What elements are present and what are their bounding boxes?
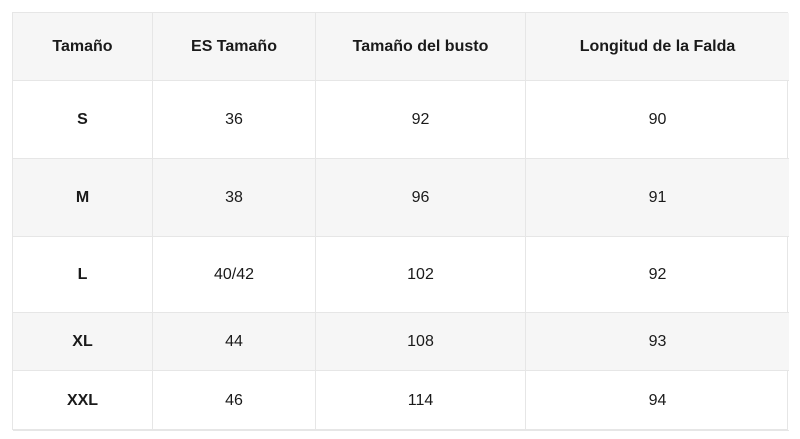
table-cell: 96	[316, 159, 526, 237]
size-table: Tamaño ES Tamaño Tamaño del busto Longitud …	[12, 12, 789, 431]
size-label: XXL	[13, 371, 153, 431]
table-cell: 46	[153, 371, 316, 431]
table-cell: 91	[526, 159, 789, 237]
table-cell: 92	[316, 81, 526, 159]
table-cell: 114	[316, 371, 526, 431]
size-label: M	[13, 159, 153, 237]
table-cell: 108	[316, 313, 526, 371]
size-label: XL	[13, 313, 153, 371]
header-cell: Longitud de la Falda	[526, 13, 789, 81]
table-cell: 36	[153, 81, 316, 159]
header-cell: Tamaño	[13, 13, 153, 81]
table-cell: 90	[526, 81, 789, 159]
header-cell: ES Tamaño	[153, 13, 316, 81]
size-label: L	[13, 237, 153, 313]
table-cell: 38	[153, 159, 316, 237]
table-cell: 92	[526, 237, 789, 313]
table-cell: 40/42	[153, 237, 316, 313]
table-cell: 93	[526, 313, 789, 371]
size-label: S	[13, 81, 153, 159]
table-cell: 102	[316, 237, 526, 313]
table-cell: 44	[153, 313, 316, 371]
table-cell: 94	[526, 371, 789, 431]
header-cell: Tamaño del busto	[316, 13, 526, 81]
